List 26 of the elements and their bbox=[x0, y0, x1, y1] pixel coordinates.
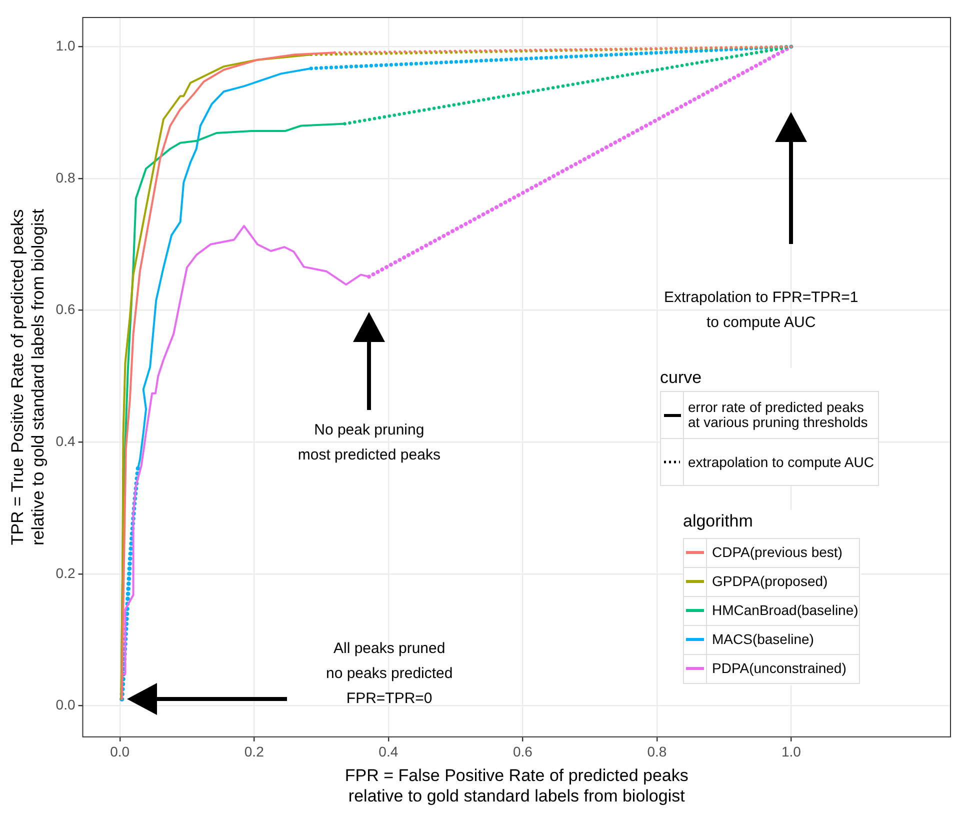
x-tick-label: 0.6 bbox=[512, 744, 533, 760]
x-tick-label: 0.2 bbox=[244, 744, 264, 760]
x-axis-title: FPR = False Positive Rate of predicted peaks relative to gold standard labels from biologist bbox=[344, 766, 688, 806]
legend-label: GPDPA(proposed) bbox=[712, 572, 828, 589]
y-tick-label: 0.2 bbox=[56, 564, 76, 581]
y-tick-label: 0.0 bbox=[56, 696, 76, 713]
y-tick-label: 0.6 bbox=[56, 301, 76, 318]
annotation: error rate of predicted peaks at various pruning thresholds bbox=[687, 398, 869, 432]
annotation: All peaks pruned no peaks predicted FPR=TPR=0 bbox=[326, 640, 453, 708]
y-tick-label: 1.0 bbox=[56, 38, 76, 54]
annotation: Extrapolation to FPR=TPR=1 to compute AUC bbox=[664, 288, 858, 331]
x-tick-label: 1.0 bbox=[781, 744, 802, 760]
legend-label: CDPA(previous best) bbox=[712, 544, 842, 560]
x-tick-label: 0.8 bbox=[647, 744, 667, 760]
legend-label: MACS(baseline) bbox=[712, 630, 814, 647]
legend-title: algorithm bbox=[683, 512, 753, 531]
y-axis-title: TPR = True Positive Rate of predicted peaks relative to gold standard labels from biologist bbox=[8, 208, 48, 546]
y-tick-label: 0.4 bbox=[56, 432, 76, 449]
annotation: No peak pruning most predicted peaks bbox=[298, 422, 440, 464]
x-tick-label: 0.0 bbox=[110, 744, 130, 760]
annotation: extrapolation to compute AUC bbox=[687, 452, 875, 472]
legend-label: HMCanBroad(baseline) bbox=[712, 602, 858, 618]
annotation: curve bbox=[660, 368, 703, 388]
legend-label: PDPA(unconstrained) bbox=[712, 660, 846, 676]
x-tick-label: 0.4 bbox=[378, 744, 398, 760]
y-tick-label: 0.8 bbox=[56, 169, 76, 186]
